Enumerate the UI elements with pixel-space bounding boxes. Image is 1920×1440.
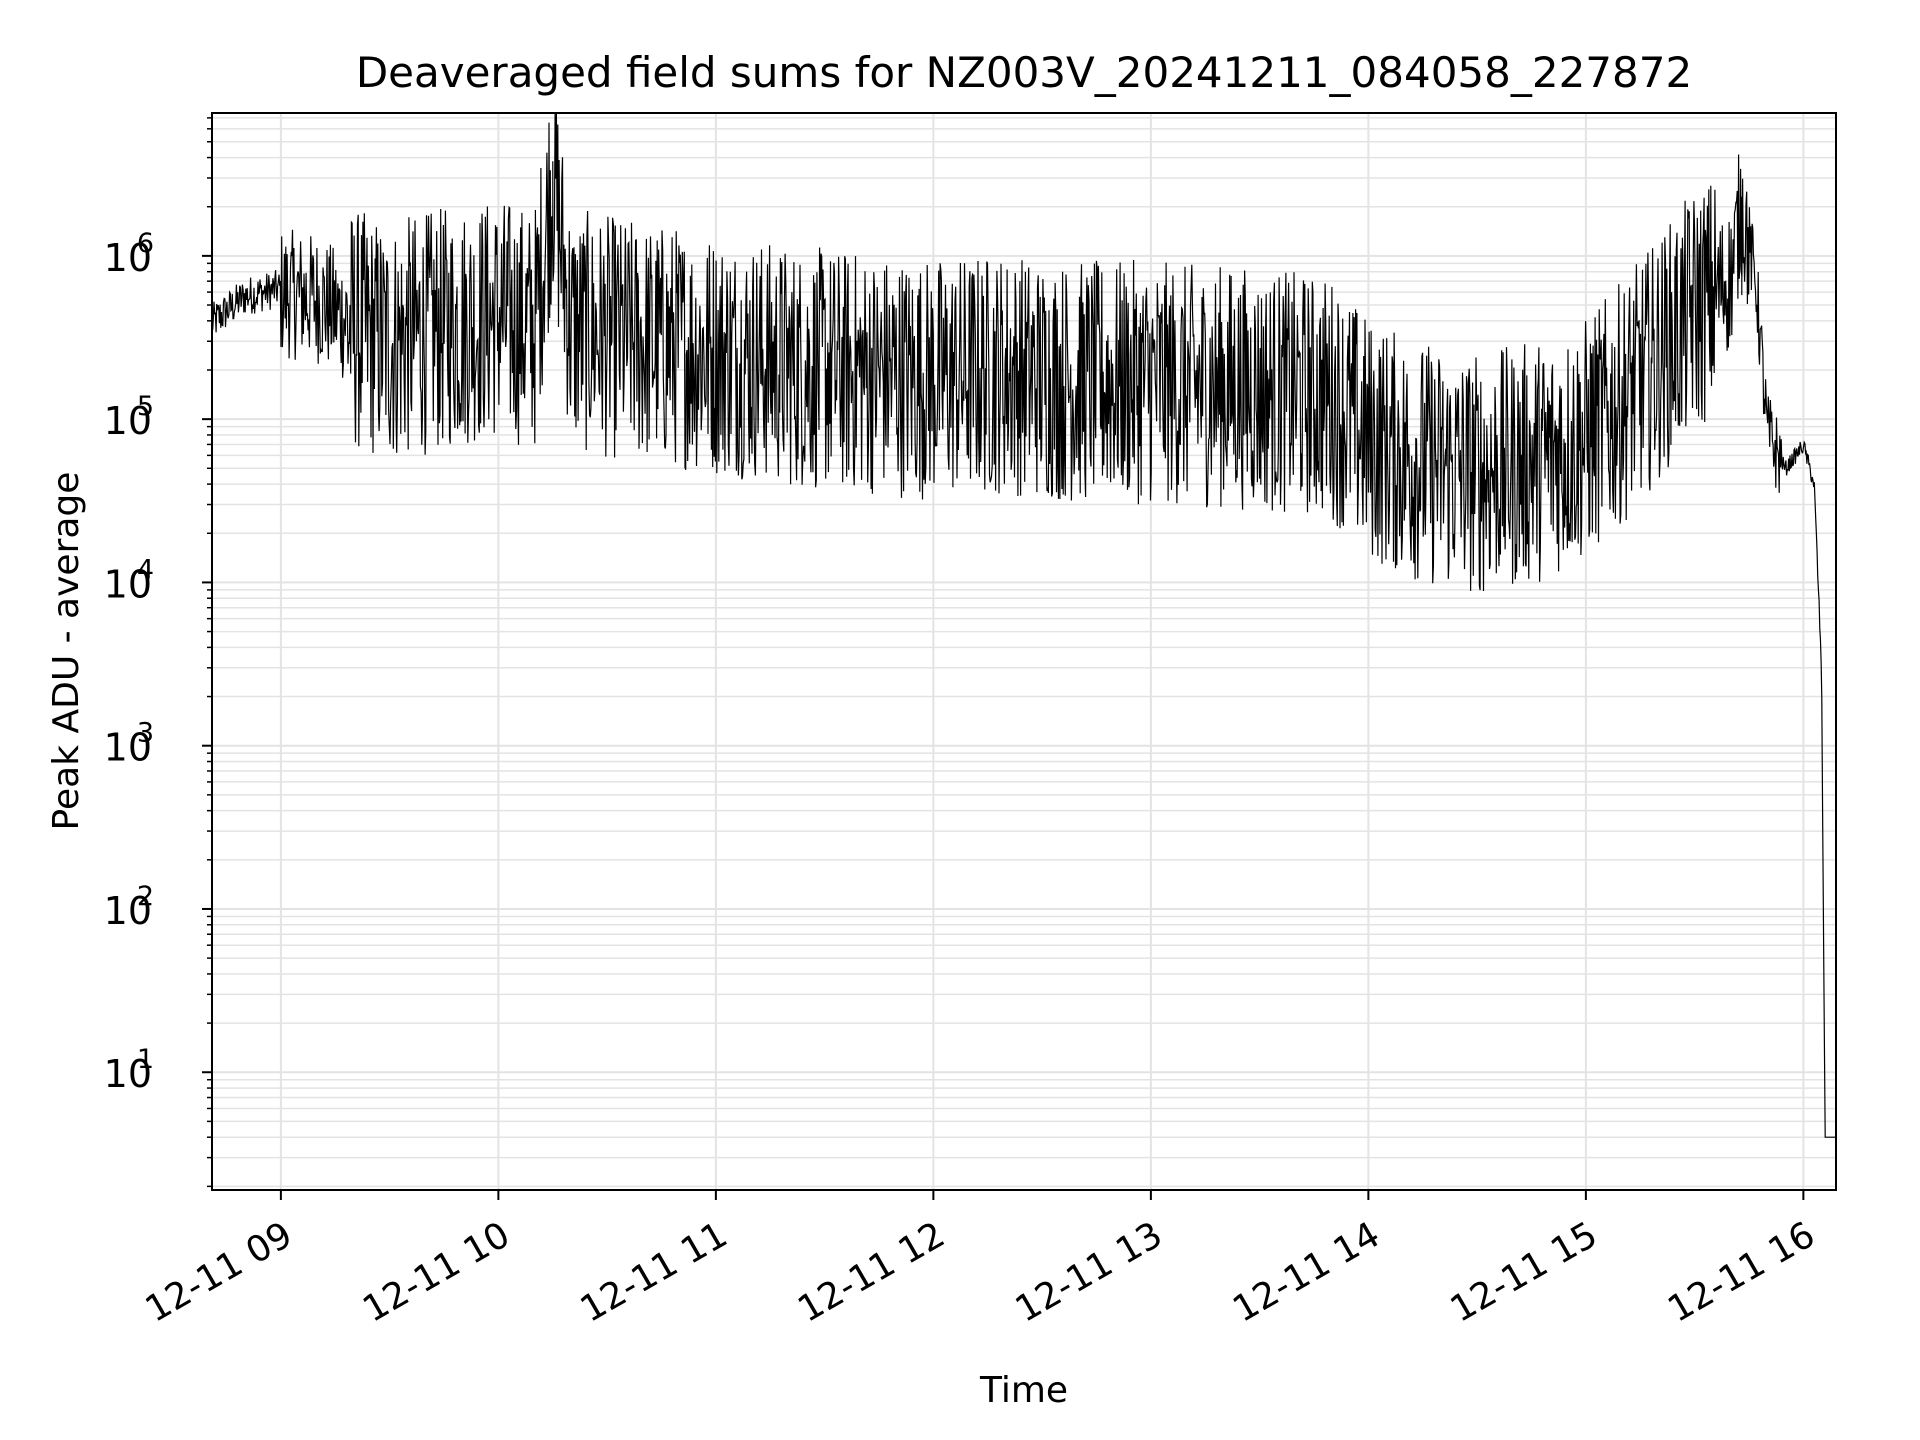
x-tick-label: 12-11 16 bbox=[1661, 1214, 1822, 1330]
x-tick-label: 12-11 14 bbox=[1226, 1214, 1387, 1330]
x-tick-label: 12-11 15 bbox=[1444, 1214, 1605, 1330]
y-tick-label: 10 bbox=[104, 889, 152, 933]
y-tick-exponent: 2 bbox=[137, 881, 154, 912]
y-tick-label: 10 bbox=[104, 399, 152, 443]
x-tick-label: 12-11 10 bbox=[356, 1214, 517, 1330]
y-tick-exponent: 4 bbox=[137, 554, 154, 585]
x-tick-label: 12-11 12 bbox=[791, 1214, 952, 1330]
y-tick-label: 10 bbox=[104, 236, 152, 280]
y-tick-exponent: 5 bbox=[137, 391, 154, 422]
x-tick-label: 12-11 11 bbox=[574, 1214, 735, 1330]
y-tick-exponent: 1 bbox=[137, 1044, 154, 1075]
series-layer bbox=[211, 112, 1836, 1138]
y-tick-label: 10 bbox=[104, 726, 152, 770]
x-tick-label: 12-11 09 bbox=[139, 1214, 300, 1330]
series-line bbox=[211, 112, 1836, 1138]
y-tick-exponent: 3 bbox=[137, 718, 154, 749]
y-tick-label: 10 bbox=[104, 562, 152, 606]
plot-frame bbox=[211, 112, 1837, 1191]
chart-title: Deaveraged field sums for NZ003V_2024121… bbox=[356, 48, 1692, 97]
x-axis-label: Time bbox=[979, 1370, 1068, 1411]
y-tick-exponent: 6 bbox=[137, 228, 154, 259]
x-tick-label: 12-11 13 bbox=[1009, 1214, 1170, 1330]
grid-lines bbox=[212, 113, 1836, 1190]
y-tick-label: 10 bbox=[104, 1052, 152, 1096]
y-axis-label: Peak ADU - average bbox=[46, 472, 87, 831]
